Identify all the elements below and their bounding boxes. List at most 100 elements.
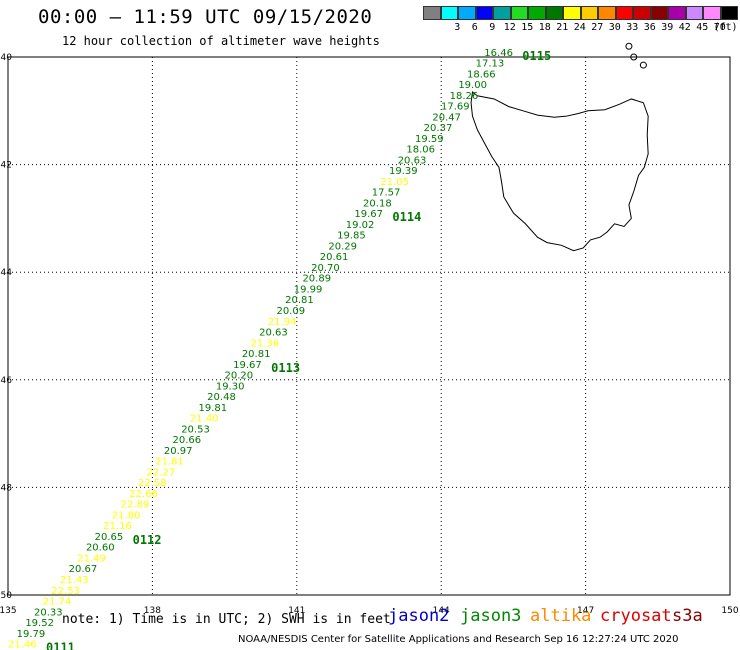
colorbar-label: 12 bbox=[503, 22, 516, 33]
swh-value: 19.00 bbox=[458, 80, 487, 91]
swh-value: 21.46 bbox=[8, 640, 37, 650]
swh-value: 20.67 bbox=[69, 564, 98, 575]
island bbox=[630, 53, 638, 61]
swh-value: 20.09 bbox=[276, 306, 305, 317]
y-tick-label: -48 bbox=[0, 483, 12, 493]
swh-value: 17.57 bbox=[372, 188, 401, 199]
swh-value: 18.26 bbox=[450, 91, 479, 102]
colorbar-swatch bbox=[668, 6, 686, 20]
swh-value: 19.81 bbox=[199, 403, 228, 414]
colorbar-swatch bbox=[528, 6, 546, 20]
swh-value: 20.65 bbox=[95, 532, 124, 543]
tasmania-coastline bbox=[470, 91, 649, 252]
swh-value: 21.94 bbox=[268, 317, 297, 328]
colorbar-swatch bbox=[423, 6, 441, 20]
swh-value: 21.81 bbox=[155, 457, 184, 468]
colorbar-label: 15 bbox=[521, 22, 534, 33]
swh-value: 17.13 bbox=[476, 59, 505, 70]
colorbar-swatch bbox=[563, 6, 581, 20]
colorbar bbox=[423, 6, 738, 20]
y-tick-label: -40 bbox=[0, 53, 12, 63]
footer-credit: NOAA/NESDIS Center for Satellite Applica… bbox=[238, 634, 679, 645]
swh-value: 21.80 bbox=[112, 510, 141, 521]
swh-value: 20.37 bbox=[424, 123, 453, 134]
colorbar-label: 33 bbox=[626, 22, 639, 33]
colorbar-swatch bbox=[685, 6, 703, 20]
colorbar-label: 42 bbox=[678, 22, 691, 33]
swh-value: 22.66 bbox=[129, 489, 158, 500]
x-tick-label: 135 bbox=[0, 606, 17, 616]
colorbar-unit: (ft) bbox=[713, 22, 738, 33]
swh-value: 20.29 bbox=[328, 241, 357, 252]
colorbar-swatch bbox=[580, 6, 598, 20]
swh-value: 20.20 bbox=[225, 371, 254, 382]
colorbar-swatch bbox=[510, 6, 528, 20]
pass-label: 0113 bbox=[271, 361, 300, 375]
swh-value: 21.36 bbox=[250, 338, 279, 349]
pass-label: 0115 bbox=[522, 49, 551, 63]
swh-value: 19.67 bbox=[233, 360, 262, 371]
colorbar-swatch bbox=[598, 6, 616, 20]
swh-value: 20.70 bbox=[311, 263, 340, 274]
colorbar-swatch bbox=[493, 6, 511, 20]
colorbar-label: 18 bbox=[538, 22, 551, 33]
x-tick-label: 144 bbox=[433, 606, 450, 616]
colorbar-swatch bbox=[440, 6, 458, 20]
swh-value: 20.63 bbox=[398, 155, 427, 166]
swh-value: 21.16 bbox=[103, 521, 132, 532]
swh-value: 21.74 bbox=[43, 597, 72, 608]
satellite-s3a: s3a bbox=[672, 606, 703, 626]
swh-value: 19.30 bbox=[216, 381, 245, 392]
island bbox=[625, 42, 633, 50]
colorbar-swatch bbox=[703, 6, 721, 20]
colorbar-swatch bbox=[720, 6, 738, 20]
colorbar-label: 36 bbox=[643, 22, 656, 33]
satellite-jason3: jason3 bbox=[460, 606, 522, 626]
pass-label: 0114 bbox=[392, 210, 421, 224]
swh-value: 19.79 bbox=[17, 629, 46, 640]
page-title: 00:00 – 11:59 UTC 09/15/2020 bbox=[38, 6, 373, 28]
swh-value: 19.59 bbox=[415, 134, 444, 145]
swh-value: 21.49 bbox=[77, 553, 106, 564]
swh-value: 22.58 bbox=[138, 478, 167, 489]
map-frame bbox=[7, 56, 731, 596]
swh-value: 20.48 bbox=[207, 392, 236, 403]
pass-label: 0111 bbox=[46, 641, 75, 650]
swh-value: 22.53 bbox=[51, 586, 80, 597]
colorbar-label: 27 bbox=[591, 22, 604, 33]
swh-value: 20.18 bbox=[363, 198, 392, 209]
swh-value: 20.81 bbox=[285, 295, 314, 306]
x-tick-label: 150 bbox=[721, 606, 738, 616]
colorbar-label: 39 bbox=[661, 22, 674, 33]
colorbar-swatch bbox=[475, 6, 493, 20]
swh-value: 19.02 bbox=[346, 220, 375, 231]
swh-value: 16.46 bbox=[484, 48, 513, 59]
swh-value: 20.97 bbox=[164, 446, 193, 457]
colorbar-label: 45 bbox=[696, 22, 709, 33]
x-tick-label: 138 bbox=[144, 606, 161, 616]
swh-value: 19.85 bbox=[337, 231, 366, 242]
swh-value: 18.06 bbox=[406, 145, 435, 156]
satellite-jason2: jason2 bbox=[388, 606, 450, 626]
swh-value: 20.81 bbox=[242, 349, 271, 360]
colorbar-label: 21 bbox=[556, 22, 569, 33]
island bbox=[639, 61, 647, 69]
swh-value: 21.43 bbox=[60, 575, 89, 586]
colorbar-label: 3 bbox=[454, 22, 461, 33]
x-tick-label: 141 bbox=[288, 606, 305, 616]
pass-label: 0112 bbox=[133, 533, 162, 547]
y-tick-label: -46 bbox=[0, 376, 12, 386]
colorbar-swatch bbox=[458, 6, 476, 20]
swh-value: 19.39 bbox=[389, 166, 418, 177]
swh-value: 20.66 bbox=[173, 435, 202, 446]
swh-value: 18.66 bbox=[467, 69, 496, 80]
swh-value: 19.67 bbox=[354, 209, 383, 220]
satellite-altika: altika bbox=[530, 606, 592, 626]
swh-value: 22.27 bbox=[147, 467, 176, 478]
x-tick-label: 147 bbox=[577, 606, 594, 616]
swh-value: 19.99 bbox=[294, 284, 323, 295]
colorbar-label: 6 bbox=[471, 22, 478, 33]
swh-value: 19.52 bbox=[25, 618, 54, 629]
swh-value: 17.69 bbox=[441, 102, 470, 113]
